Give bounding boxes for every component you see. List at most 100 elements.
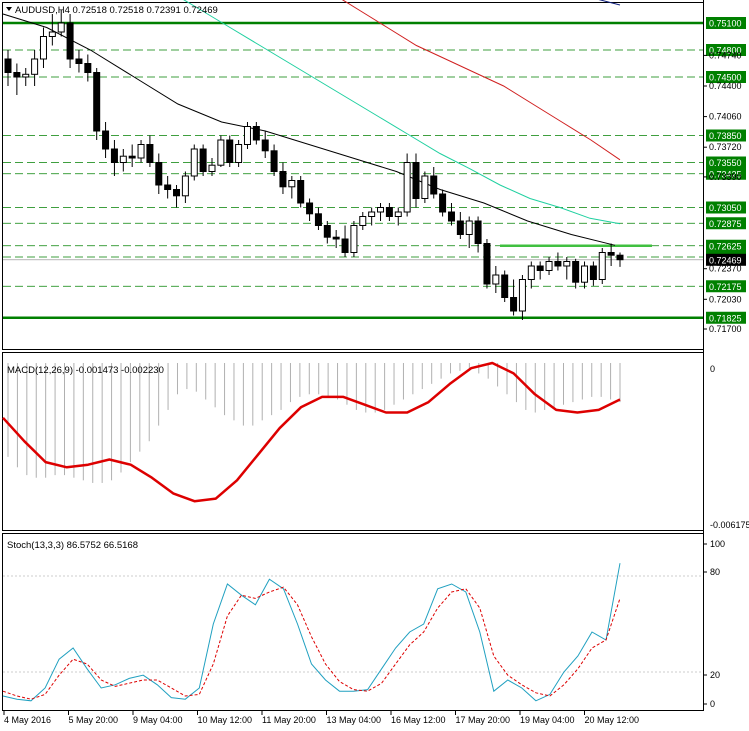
candle [456,212,464,239]
candle-body [501,274,509,298]
price-level-label: 0.72875 [709,219,742,229]
stoch-axis-label: 20 [710,670,720,680]
candle-body [146,144,154,163]
candle-body [368,211,376,217]
candles-layer [4,9,624,320]
price-level-label: 0.74800 [709,46,742,56]
candle-body [607,252,615,256]
candle [474,216,482,253]
candle [439,189,447,217]
candle-body [75,58,83,64]
candle-body [536,265,544,271]
candle-body [518,279,526,312]
price-tick-label: 0.74400 [709,81,742,91]
candle-body [226,139,234,163]
price-level-label: 0.75100 [709,19,742,29]
price-level-label: 0.72625 [709,241,742,251]
candle-body [173,189,181,197]
candle [226,135,234,167]
price-level-tag [706,239,746,252]
candle-body [581,265,589,283]
candle-body [66,22,74,60]
candle-body [456,220,464,235]
stoch-title: Stoch(13,3,3) 86.5752 66.5168 [7,540,138,551]
candle-body [297,180,305,204]
candle-body [323,225,331,238]
candle [616,252,624,267]
candle [137,140,145,163]
candle-body [217,139,225,166]
candle-body [359,216,367,226]
candle [536,261,544,280]
candle-body [288,180,296,188]
candle-body [261,139,269,152]
candle-body [439,193,447,213]
candle-body [447,211,455,222]
candle [270,144,278,176]
horizontal-levels-layer [3,21,703,319]
price-level-label: 0.73850 [709,131,742,141]
candle [572,258,580,289]
stoch-main-line [2,563,621,702]
candle-body [235,144,243,163]
candle-body [190,148,198,177]
price-pane-frame [2,2,704,350]
moving-averages-layer [2,0,621,246]
candle [128,144,136,167]
stoch-axis-label: 100 [710,539,725,549]
candle [483,239,491,289]
candle [243,122,251,149]
candle [199,144,207,176]
candle [332,230,340,248]
candle [421,171,429,203]
candle [66,14,74,68]
macd-layer [2,361,621,503]
candle [501,270,509,302]
triangle-down-icon[interactable] [6,7,12,11]
candle [261,131,269,158]
candle [155,153,163,194]
time-axis-label: 4 May 2016 [4,715,51,725]
candle [297,176,305,208]
macd-axis-top: 0 [710,364,715,374]
macd-pane-frame [2,352,704,531]
time-axis-label: 16 May 12:00 [391,715,446,725]
price-level-tag [706,201,746,214]
stoch-axis-label: 0 [710,699,715,709]
candle [465,216,473,248]
price-level-tag [706,44,746,56]
ma-blue-line [598,0,621,6]
candle [164,176,172,199]
candle [13,63,21,95]
time-axis-label: 17 May 20:00 [456,715,511,725]
candle [235,140,243,167]
candle [146,135,154,167]
candle-body [164,184,172,190]
price-tick-label: 0.74060 [709,112,742,122]
time-axis-label: 20 May 12:00 [585,715,640,725]
candle-body [403,162,411,213]
candle-body [84,63,92,73]
candle [447,203,455,226]
candle-body [341,238,349,253]
candle [173,185,181,208]
price-tick-label: 0.74740 [709,50,742,60]
time-axis-label: 13 May 04:00 [327,715,382,725]
candle [323,221,331,244]
ma-black-line [2,13,616,246]
candle-body [377,207,385,213]
candle-body [314,213,322,227]
candle [492,266,500,293]
axis-layer: 0.75100 0.74800 0.74500 0.73850 0.735500.734… [3,17,746,725]
time-axis-label: 19 May 04:00 [520,715,575,725]
price-level-tag [706,129,746,142]
candle-body [128,155,136,159]
candle-body [102,130,110,150]
candle [598,248,606,284]
candle-body [430,175,438,195]
candle-body [563,261,571,267]
price-tick-label: 0.73390 [709,172,742,182]
candle [288,176,296,199]
